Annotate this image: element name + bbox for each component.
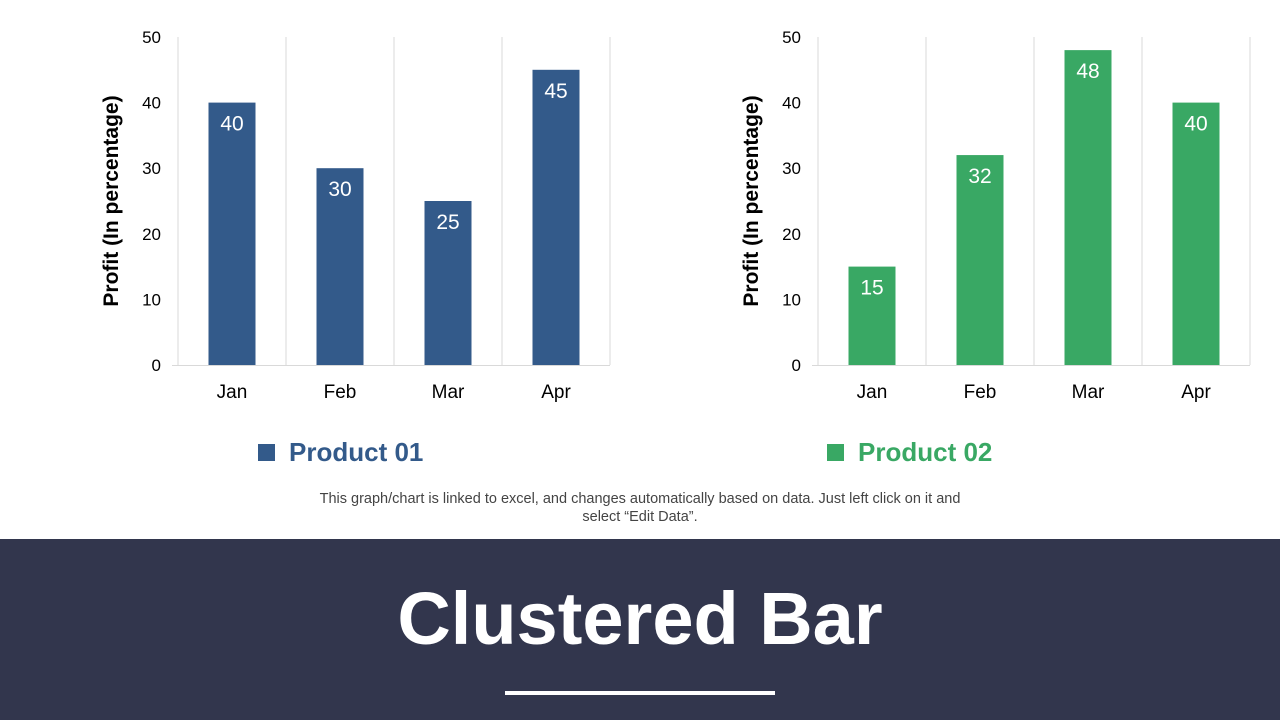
y-tick-label: 10 [782,290,801,309]
x-tick-label: Jan [217,382,248,403]
bar-jan [208,102,256,365]
product-01-legend-swatch [258,443,275,461]
y-tick-label: 20 [782,225,801,244]
bar-apr [1172,102,1220,365]
chart-note: This graph/chart is linked to excel, and… [319,491,961,525]
title-banner: Clustered Bar [0,539,1280,720]
y-axis-label: Profit (In percentage) [100,95,123,306]
bar-value-label: 40 [220,113,243,136]
product-02-chart: 0 10 20 30 40 50 Profit (In percentage) 15 Jan 32… [740,28,1251,403]
bar-jan [848,266,896,365]
x-tick-label: Feb [964,382,997,403]
product-01-legend: Product 01 [258,434,423,470]
y-tick-label: 30 [782,159,801,178]
bar-value-label: 32 [968,165,991,188]
product-02-legend-label: Product 02 [858,437,993,467]
bar-mar [1064,50,1112,366]
bar-apr [532,69,580,366]
bar-value-label: 45 [544,80,567,103]
y-tick-label: 30 [142,159,161,178]
y-tick-label: 20 [142,225,161,244]
y-tick-label: 40 [782,94,801,113]
bar-value-label: 15 [860,277,883,300]
product-02-legend: Product 02 [827,434,992,470]
y-axis-label: Profit (In percentage) [740,95,763,306]
bar-feb [316,168,364,365]
bar-value-label: 40 [1184,113,1207,136]
bar-feb [956,155,1004,365]
product-02-legend-swatch [827,443,844,461]
x-tick-label: Mar [432,382,465,403]
y-tick-label: 50 [782,28,801,47]
bar-value-label: 30 [328,178,351,201]
y-tick-label: 50 [142,28,161,47]
x-tick-label: Jan [857,382,888,403]
y-tick-label: 0 [152,356,161,375]
y-tick-label: 40 [142,94,161,113]
bar-value-label: 25 [436,211,459,234]
bar-mar [424,201,472,365]
x-tick-label: Apr [541,382,571,403]
product-01-legend-label: Product 01 [289,437,424,467]
x-tick-label: Apr [1181,382,1211,403]
bar-value-label: 48 [1076,60,1099,83]
title-underline [505,691,775,695]
product-01-chart: 0 10 20 30 40 50 Profit (In percentage) 40 Jan 30… [100,28,611,403]
page-title: Clustered Bar [397,577,883,660]
x-tick-label: Feb [324,382,357,403]
y-tick-label: 0 [792,356,801,375]
x-tick-label: Mar [1072,382,1105,403]
y-tick-label: 10 [142,290,161,309]
